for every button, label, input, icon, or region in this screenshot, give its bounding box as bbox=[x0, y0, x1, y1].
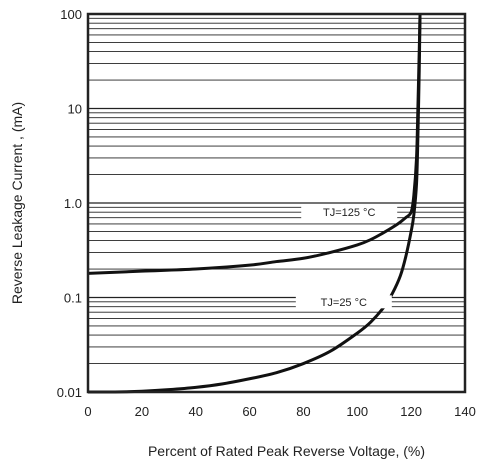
grid-lines bbox=[88, 17, 465, 365]
x-tick-labels: 0 20 40 60 80 100 120 140 bbox=[84, 404, 475, 419]
y-tick-label: 1.0 bbox=[64, 196, 82, 211]
y-tick-label: 100 bbox=[60, 7, 82, 22]
x-tick-label: 80 bbox=[296, 404, 310, 419]
annotation-tj-25c: TJ=25 °C bbox=[295, 295, 392, 309]
series-line-tj-25c bbox=[87, 13, 422, 394]
x-tick-label: 100 bbox=[346, 404, 368, 419]
x-tick-label: 40 bbox=[188, 404, 202, 419]
y-axis-label: Reverse Leakage Current , (mA) bbox=[9, 102, 25, 304]
y-tick-label: 0.1 bbox=[64, 291, 82, 306]
x-tick-label: 0 bbox=[84, 404, 91, 419]
x-tick-label: 140 bbox=[454, 404, 476, 419]
annotation-label: TJ=25 °C bbox=[321, 297, 367, 309]
annotation-label: TJ=125 °C bbox=[323, 207, 375, 219]
series-group bbox=[87, 13, 422, 394]
x-tick-label: 60 bbox=[242, 404, 256, 419]
y-tick-label: 0.01 bbox=[57, 385, 82, 400]
y-tick-labels: 0.01 0.1 1.0 10 100 bbox=[57, 7, 82, 400]
y-tick-label: 10 bbox=[68, 102, 82, 117]
annotation-background bbox=[301, 205, 398, 219]
annotations-group: TJ=125 °C TJ=25 °C bbox=[295, 205, 398, 309]
plot-frame bbox=[86, 12, 467, 394]
x-tick-label: 20 bbox=[135, 404, 149, 419]
x-axis-label: Percent of Rated Peak Reverse Voltage, (… bbox=[148, 443, 425, 459]
annotation-tj-125c: TJ=125 °C bbox=[301, 205, 398, 219]
series-line-tj-125c bbox=[87, 13, 422, 275]
annotation-background bbox=[295, 295, 392, 309]
x-tick-label: 120 bbox=[400, 404, 422, 419]
